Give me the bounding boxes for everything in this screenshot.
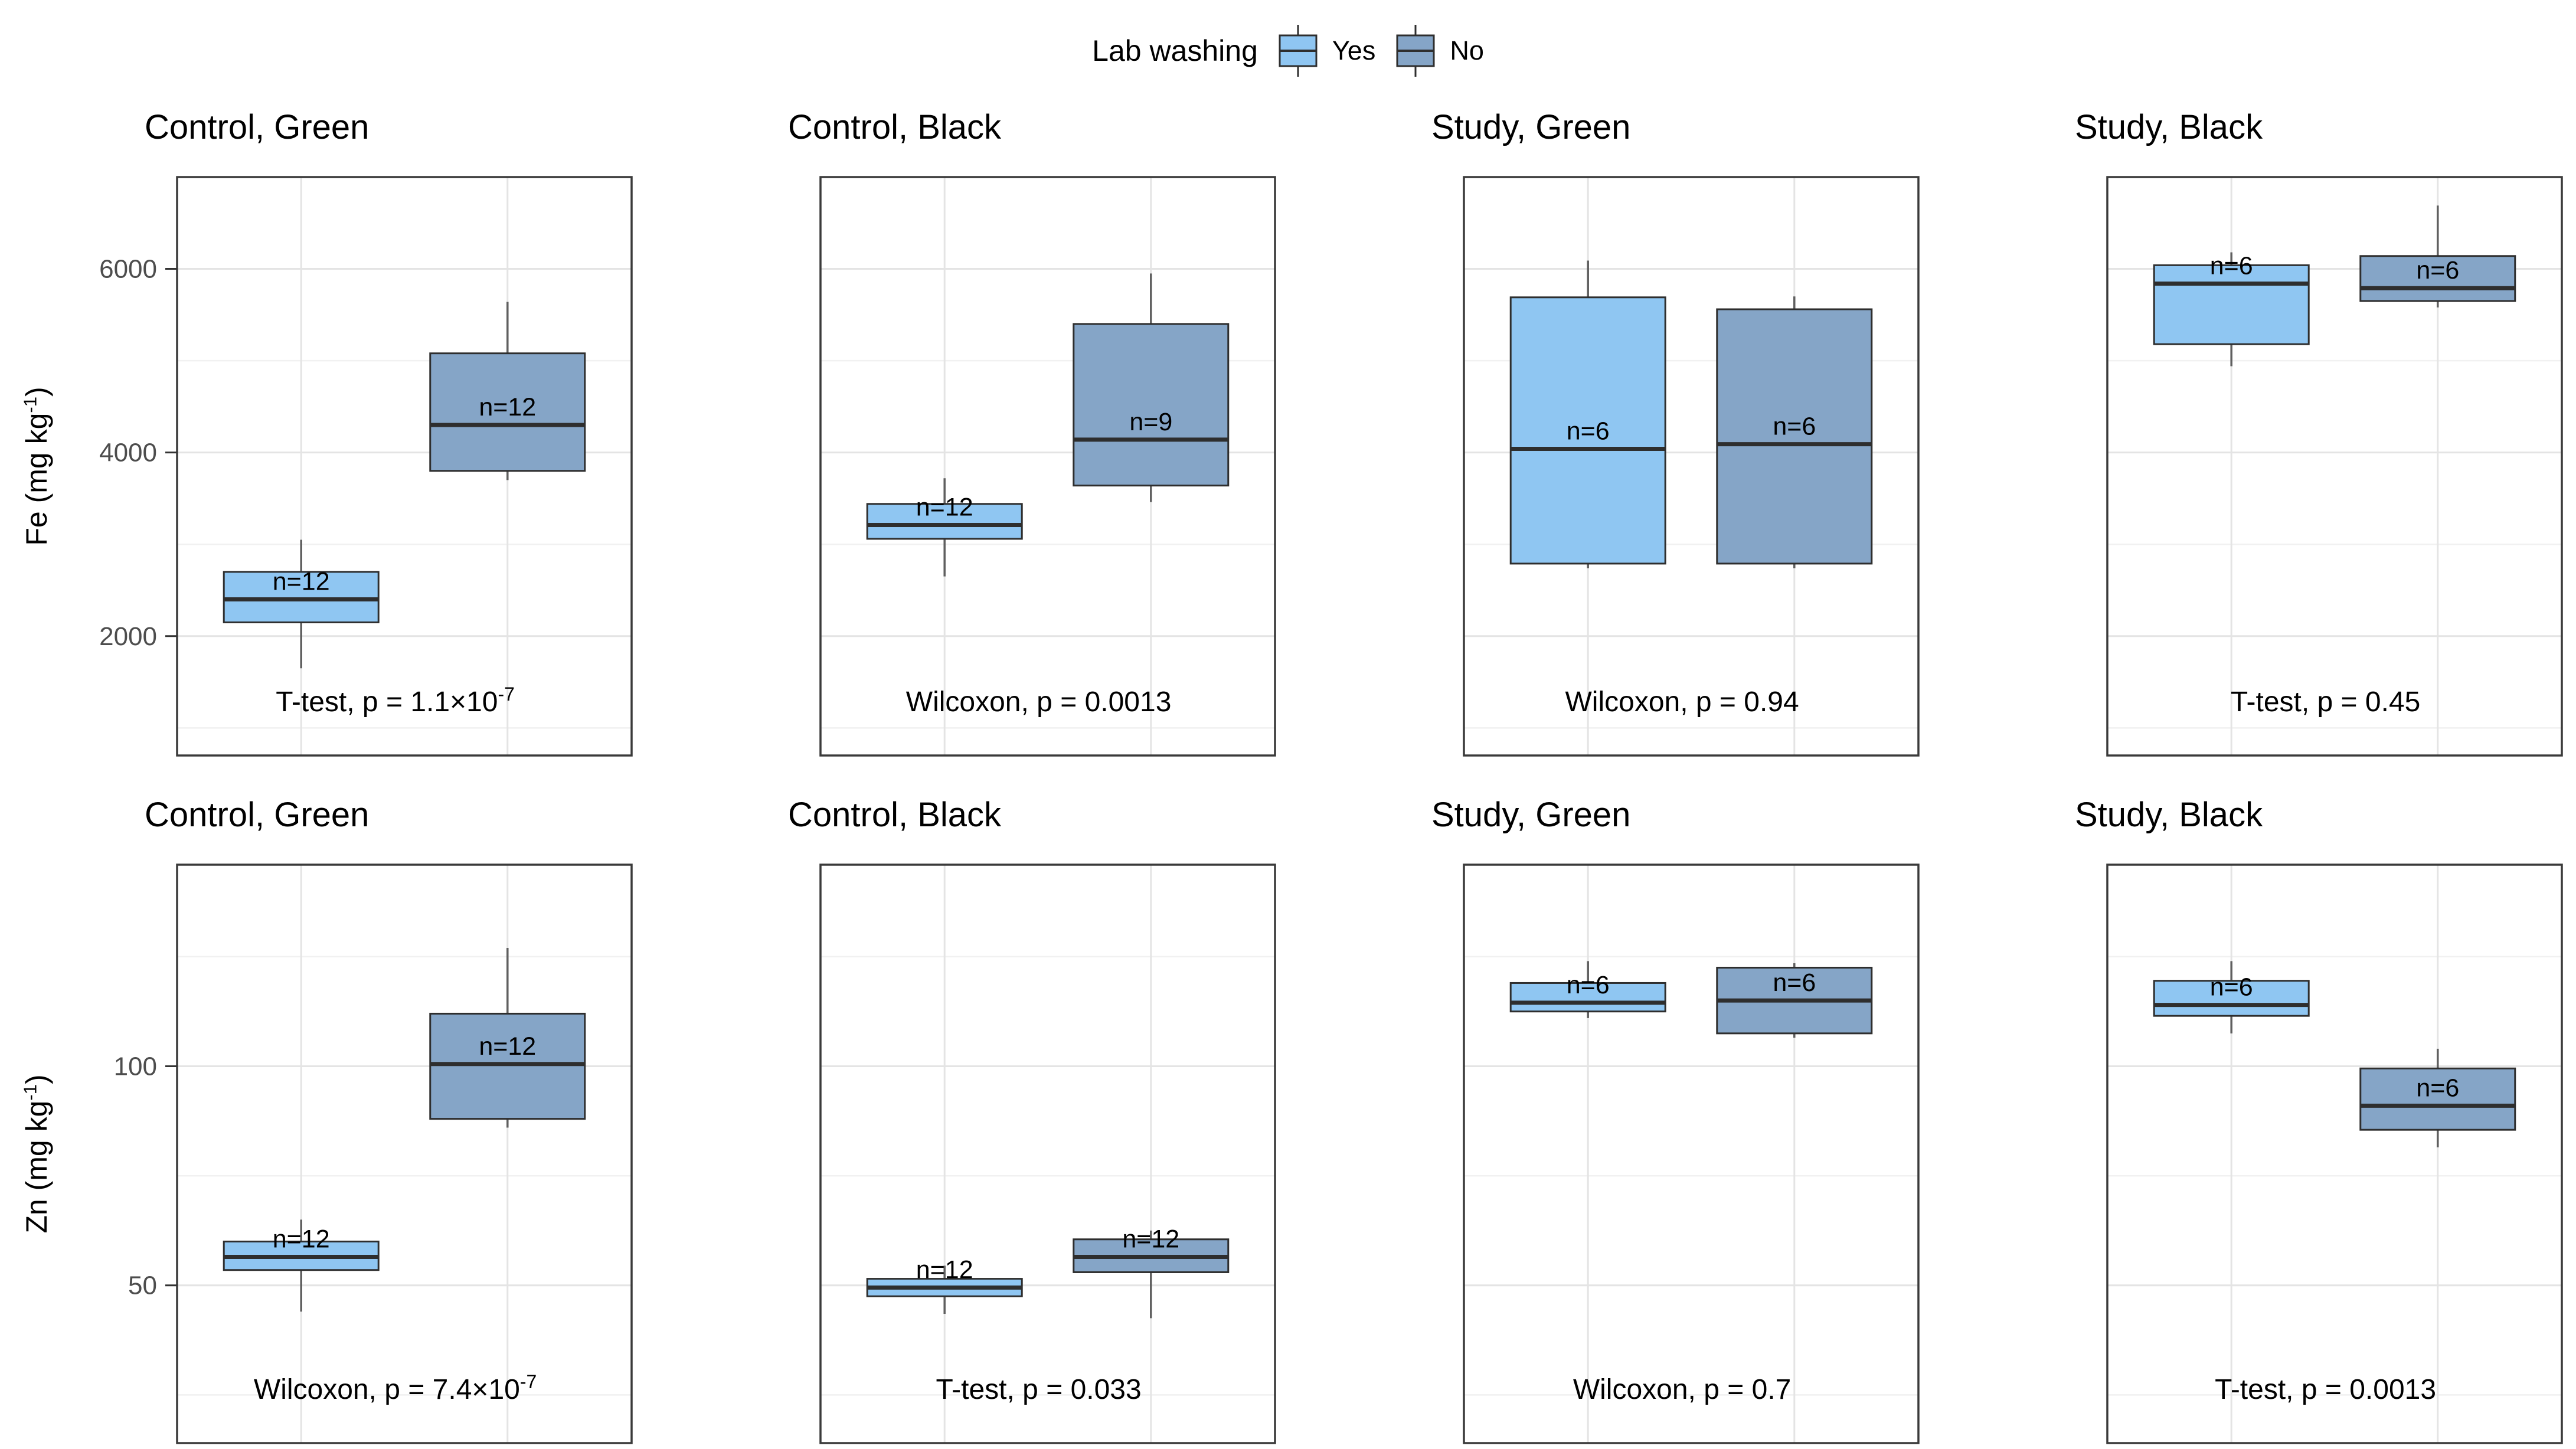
svg-text:100: 100 (114, 1052, 157, 1081)
svg-text:n=12: n=12 (479, 393, 536, 421)
panel-title: Control, Green (145, 796, 370, 834)
svg-text:n=6: n=6 (2416, 1074, 2459, 1102)
svg-text:Wilcoxon, p = 0.7: Wilcoxon, p = 0.7 (1573, 1374, 1792, 1405)
svg-text:4000: 4000 (99, 439, 157, 467)
panel-title: Study, Black (2075, 796, 2263, 834)
boxplot-panel: n=12 n=9 Wilcoxon, p = 0.0013 (819, 176, 1276, 757)
boxplot-panel: n=12 n=12 Wilcoxon, p = 7.4×10-7 50 100 (114, 863, 633, 1444)
legend-item-label: Yes (1332, 35, 1376, 66)
svg-text:T-test, p = 0.033: T-test, p = 0.033 (936, 1374, 1141, 1405)
svg-text:Wilcoxon, p = 7.4×10-7: Wilcoxon, p = 7.4×10-7 (254, 1371, 537, 1405)
svg-text:Wilcoxon, p = 0.0013: Wilcoxon, p = 0.0013 (906, 686, 1172, 718)
boxplot-panel: n=6 n=6 T-test, p = 0.0013 (2106, 863, 2563, 1444)
svg-text:6000: 6000 (99, 255, 157, 284)
y-axis-title-fe: Fe (mg kg-1) (19, 387, 53, 546)
svg-text:T-test, p = 0.45: T-test, p = 0.45 (2231, 686, 2421, 718)
svg-text:n=9: n=9 (1129, 408, 1172, 436)
svg-text:n=12: n=12 (916, 493, 973, 522)
boxplot-panel: n=12 n=12 T-test, p = 0.033 (819, 863, 1276, 1444)
panel-title: Study, Green (1431, 796, 1631, 834)
svg-text:n=6: n=6 (2416, 256, 2459, 284)
boxplot-key-no-icon (1396, 25, 1435, 77)
boxplot-panel: n=6 n=6 Wilcoxon, p = 0.94 (1463, 176, 1920, 757)
legend: Lab washing Yes No (0, 25, 2576, 77)
boxplot-key-yes-icon (1279, 25, 1318, 77)
legend-item-label: No (1450, 35, 1484, 66)
svg-text:T-test, p = 0.0013: T-test, p = 0.0013 (2215, 1374, 2436, 1405)
svg-text:T-test, p = 1.1×10-7: T-test, p = 1.1×10-7 (276, 683, 515, 718)
boxplot-panel: n=12 n=12 T-test, p = 1.1×10-7 2000 4000 6000 (99, 176, 633, 757)
panel-title: Control, Black (788, 108, 1002, 146)
svg-text:n=6: n=6 (2210, 251, 2253, 280)
y-axis-title-zn: Zn (mg kg-1) (19, 1074, 53, 1234)
boxplot-panel: n=6 n=6 Wilcoxon, p = 0.7 (1463, 863, 1920, 1444)
svg-text:n=12: n=12 (273, 568, 330, 596)
svg-text:n=6: n=6 (1773, 969, 1816, 997)
svg-text:n=6: n=6 (2210, 973, 2253, 1002)
legend-item-yes: Yes (1276, 25, 1375, 77)
panel-title: Study, Green (1431, 108, 1631, 146)
svg-text:n=12: n=12 (916, 1255, 973, 1284)
panel-title: Study, Black (2075, 108, 2263, 146)
svg-text:50: 50 (128, 1271, 157, 1300)
svg-text:n=12: n=12 (273, 1225, 330, 1253)
svg-text:n=6: n=6 (1567, 417, 1610, 445)
svg-text:Wilcoxon, p = 0.94: Wilcoxon, p = 0.94 (1565, 686, 1799, 718)
svg-text:n=12: n=12 (1122, 1225, 1179, 1253)
svg-text:n=6: n=6 (1773, 413, 1816, 441)
svg-text:2000: 2000 (99, 622, 157, 651)
legend-title: Lab washing (1092, 34, 1258, 67)
panel-title: Control, Black (788, 796, 1002, 834)
legend-item-no: No (1393, 25, 1484, 77)
boxplot-panel: n=6 n=6 T-test, p = 0.45 (2106, 176, 2563, 757)
svg-text:n=6: n=6 (1567, 971, 1610, 999)
panel-title: Control, Green (145, 108, 370, 146)
svg-text:n=12: n=12 (479, 1032, 536, 1061)
